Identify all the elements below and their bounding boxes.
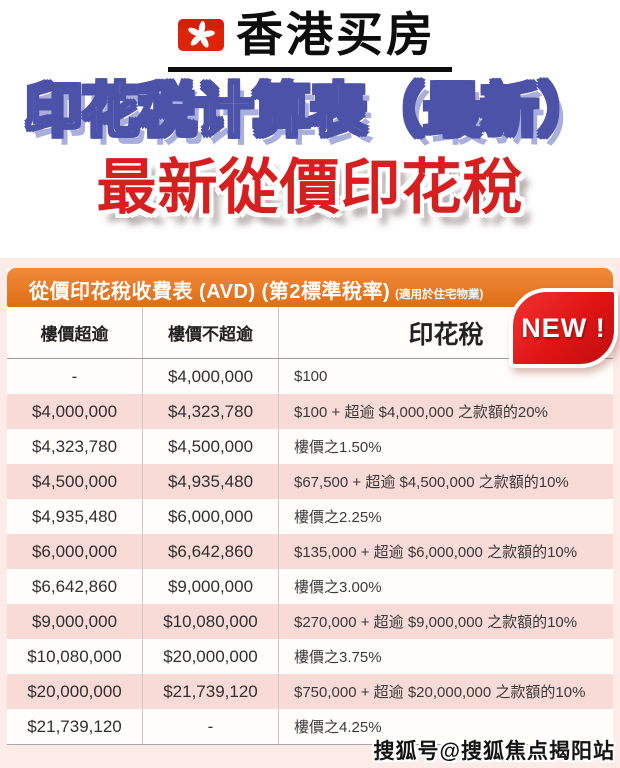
table-row: $4,323,780 $4,500,000 樓價之1.50% [7, 429, 613, 464]
brand: 香港买房 [168, 8, 452, 73]
header-section: 香港买房 印花税计算表（最新） 最新從價印花稅 [0, 0, 620, 258]
cell-price-over: $6,000,000 [7, 534, 143, 569]
cell-stamp-duty: 樓價之1.50% [294, 439, 382, 456]
cell-stamp-duty: $750,000 + 超逾 $20,000,000 之款額的10% [294, 684, 586, 701]
table-title: 從價印花稅收費表 (AVD) (第2標準稅率) [29, 281, 391, 303]
table-row: $9,000,000 $10,080,000 $270,000 + 超逾 $9,00… [7, 604, 613, 639]
column-header-stamp-duty: 印花稅 [408, 320, 484, 349]
table-row: $6,642,860 $9,000,000 樓價之3.00% [7, 569, 613, 604]
table-body: - $4,000,000 $100 $4,000,000 $4,323,780 $100 … [7, 359, 613, 745]
cell-price-over: - [7, 359, 143, 394]
cell-stamp-duty: 樓價之2.25% [294, 509, 382, 526]
main-title-blue: 印花税计算表（最新） [24, 78, 597, 144]
cell-price-not-over: $20,000,000 [143, 639, 279, 674]
brand-title: 香港买房 [236, 8, 436, 61]
cell-price-over: $10,080,000 [7, 639, 143, 674]
table-title-bar: 從價印花稅收費表 (AVD) (第2標準稅率) (適用於住宅物業) [7, 268, 613, 307]
hong-kong-flag-icon [178, 18, 224, 52]
cell-stamp-duty: 樓價之3.75% [294, 649, 382, 666]
subtitle-red: 最新從價印花稅 [96, 153, 524, 221]
table-row: - $4,000,000 $100 [7, 359, 613, 394]
new-badge: NEW ! [509, 288, 618, 368]
new-badge-label: NEW ! [521, 312, 606, 343]
cell-stamp-duty: $135,000 + 超逾 $6,000,000 之款額的10% [294, 544, 578, 561]
cell-price-over: $6,642,860 [7, 569, 143, 604]
cell-price-not-over: $6,642,860 [143, 534, 279, 569]
table-row: $21,739,120- 樓價之4.25% [7, 709, 613, 744]
cell-price-over: $20,000,000 [7, 674, 143, 709]
table-row: $4,500,000 $4,935,480 $67,500 + 超逾 $4,500,… [7, 464, 613, 499]
cell-stamp-duty: 樓價之3.00% [294, 579, 382, 596]
cell-price-over: $4,323,780 [7, 429, 143, 464]
column-header-price-over: 樓價超逾 [7, 307, 143, 358]
watermark: 搜狐号@搜狐焦点揭阳站 [373, 740, 615, 763]
table-section: 從價印花稅收費表 (AVD) (第2標準稅率) (適用於住宅物業) 樓價超逾 樓… [0, 258, 620, 768]
cell-stamp-duty: $270,000 + 超逾 $9,000,000 之款額的10% [294, 614, 578, 631]
table-title-note: (適用於住宅物業) [395, 289, 484, 301]
column-header-price-not-over: 樓價不超逾 [143, 307, 279, 358]
table-row: $10,080,000 $20,000,000 樓價之3.75% [7, 639, 613, 674]
cell-stamp-duty: $67,500 + 超逾 $4,500,000 之款額的10% [294, 474, 569, 491]
cell-stamp-duty: $100 + 超逾 $4,000,000 之款額的20% [294, 404, 548, 421]
table-row: $4,000,000 $4,323,780 $100 + 超逾 $4,000,000… [7, 394, 613, 429]
cell-price-not-over: $4,000,000 [143, 359, 279, 394]
cell-price-over: $9,000,000 [7, 604, 143, 639]
cell-price-not-over: - [143, 709, 279, 744]
cell-price-over: $21,739,120 [7, 709, 143, 744]
cell-price-not-over: $10,080,000 [143, 604, 279, 639]
cell-price-not-over: $21,739,120 [143, 674, 279, 709]
cell-stamp-duty: $100 [294, 368, 328, 385]
cell-price-not-over: $4,935,480 [143, 464, 279, 499]
cell-price-not-over: $4,323,780 [143, 394, 279, 429]
cell-price-over: $4,500,000 [7, 464, 143, 499]
cell-price-over: $4,935,480 [7, 499, 143, 534]
table-row: $6,000,000 $6,642,860 $135,000 + 超逾 $6,000… [7, 534, 613, 569]
cell-price-over: $4,000,000 [7, 394, 143, 429]
table-row: $20,000,000 $21,739,120 $750,000 + 超逾 $20,… [7, 674, 613, 709]
cell-price-not-over: $4,500,000 [143, 429, 279, 464]
table-row: $4,935,480 $6,000,000 樓價之2.25% [7, 499, 613, 534]
cell-price-not-over: $9,000,000 [143, 569, 279, 604]
stamp-duty-table-card: 從價印花稅收費表 (AVD) (第2標準稅率) (適用於住宅物業) 樓價超逾 樓… [7, 268, 613, 745]
cell-stamp-duty: 樓價之4.25% [294, 719, 382, 736]
cell-price-not-over: $6,000,000 [143, 499, 279, 534]
